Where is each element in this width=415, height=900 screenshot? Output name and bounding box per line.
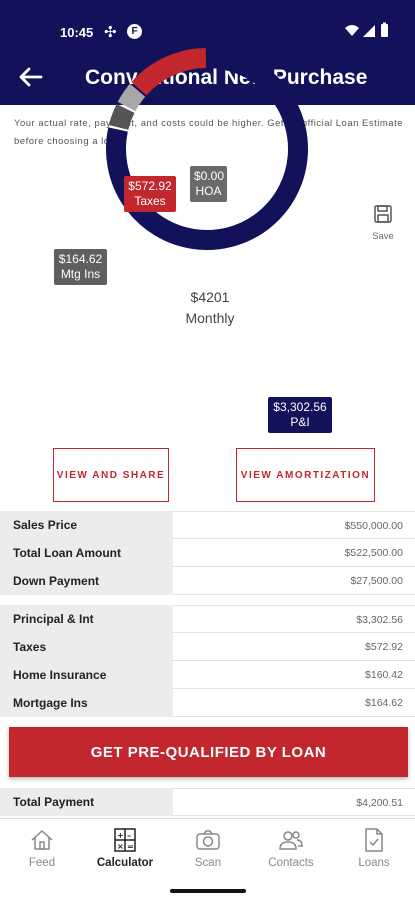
donut-center-amount: $4201 <box>190 289 230 305</box>
get-pre-qualified-button[interactable]: GET PRE-QUALIFIED BY LOAN <box>9 727 408 777</box>
donut-slice-mtg-ins <box>108 103 135 131</box>
row-label: Sales Price <box>0 511 173 539</box>
save-label: Save <box>372 231 394 242</box>
nav-item-feed[interactable]: Feed <box>2 827 82 869</box>
battery-icon <box>381 24 388 37</box>
hoa-tag-value: $0.00 <box>194 169 225 183</box>
calculator-icon: + – × = <box>114 828 136 852</box>
hoa-tag: $0.00 HOA <box>190 166 227 202</box>
row-value: $164.62 <box>173 689 415 717</box>
nav-item-calculator[interactable]: + – × = Calculator <box>85 827 165 869</box>
donut-center-label: Monthly <box>185 310 235 326</box>
save-icon <box>374 205 392 223</box>
taxes-tag-value: $572.92 <box>128 179 172 193</box>
disclaimer-text: Your actual rate, payment, and costs cou… <box>14 118 403 147</box>
hoa-tag-label: HOA <box>195 184 222 198</box>
table-row: Principal & Int $3,302.56 <box>0 605 415 633</box>
total-payment-row: Total Payment $4,200.51 <box>0 788 415 816</box>
signal-icon <box>363 25 375 37</box>
row-value: $4,200.51 <box>173 788 415 816</box>
table-row: Mortgage Ins $164.62 <box>0 689 415 717</box>
row-value: $27,500.00 <box>173 567 415 595</box>
camera-icon <box>196 830 220 850</box>
payment-donut-chart <box>106 48 308 250</box>
wifi-icon <box>345 25 359 36</box>
mtg-ins-tag-value: $164.62 <box>58 252 103 266</box>
row-value: $550,000.00 <box>173 511 415 539</box>
view-amortization-button[interactable]: VIEW AMORTIZATION <box>236 448 375 502</box>
donut-slice-taxes <box>131 48 207 96</box>
mtg-ins-tag: $164.62 Mtg Ins <box>54 249 107 285</box>
mtg-ins-tag-label: Mtg Ins <box>60 267 101 281</box>
nav-label: Loans <box>358 857 390 869</box>
row-value: $160.42 <box>173 661 415 689</box>
row-value: $3,302.56 <box>173 605 415 633</box>
svg-text:=: = <box>127 842 134 851</box>
home-indicator <box>170 889 246 893</box>
pi-tag: $3,302.56 P&I <box>268 397 332 433</box>
back-arrow-icon[interactable] <box>18 62 44 92</box>
nav-label: Calculator <box>96 857 154 869</box>
status-time: 10:45 <box>60 25 94 40</box>
table-row: Down Payment $27,500.00 <box>0 567 415 595</box>
row-label: Total Payment <box>0 788 173 816</box>
nav-label: Scan <box>194 857 222 869</box>
svg-text:×: × <box>117 842 124 851</box>
document-check-icon <box>365 828 383 852</box>
svg-text:+: + <box>117 831 124 840</box>
save-button[interactable]: Save <box>368 204 398 244</box>
bottom-nav: Feed + – × = Calculator Scan <box>0 818 415 900</box>
svg-text:–: – <box>127 831 131 840</box>
status-icons <box>345 22 388 37</box>
nav-label: Feed <box>28 857 56 869</box>
pi-tag-label: P&I <box>290 415 310 429</box>
donut-slice-home-insurance <box>117 83 146 112</box>
row-label: Home Insurance <box>0 661 173 689</box>
row-label: Principal & Int <box>0 605 173 633</box>
nav-item-scan[interactable]: Scan <box>168 827 248 869</box>
home-icon <box>31 829 53 850</box>
pi-tag-value: $3,302.56 <box>273 400 327 414</box>
view-and-share-button[interactable]: VIEW AND SHARE <box>53 448 169 502</box>
row-label: Taxes <box>0 633 173 661</box>
taxes-tag: $572.92 Taxes <box>124 176 176 212</box>
contacts-icon <box>279 831 303 850</box>
table-row: Home Insurance $160.42 <box>0 661 415 689</box>
row-label: Down Payment <box>0 567 173 595</box>
nav-label: Contacts <box>268 857 314 869</box>
nav-item-loans[interactable]: Loans <box>334 827 414 869</box>
row-value: $572.92 <box>173 633 415 661</box>
app-notification-icon: F <box>127 24 142 39</box>
table-row: Sales Price $550,000.00 <box>0 511 415 539</box>
nav-item-contacts[interactable]: Contacts <box>251 827 331 869</box>
slack-icon: ✣ <box>104 24 117 41</box>
taxes-tag-label: Taxes <box>134 194 166 208</box>
row-label: Total Loan Amount <box>0 539 173 567</box>
row-value: $522,500.00 <box>173 539 415 567</box>
table-row: Total Loan Amount $522,500.00 <box>0 539 415 567</box>
row-label: Mortgage Ins <box>0 689 173 717</box>
table-row: Taxes $572.92 <box>0 633 415 661</box>
